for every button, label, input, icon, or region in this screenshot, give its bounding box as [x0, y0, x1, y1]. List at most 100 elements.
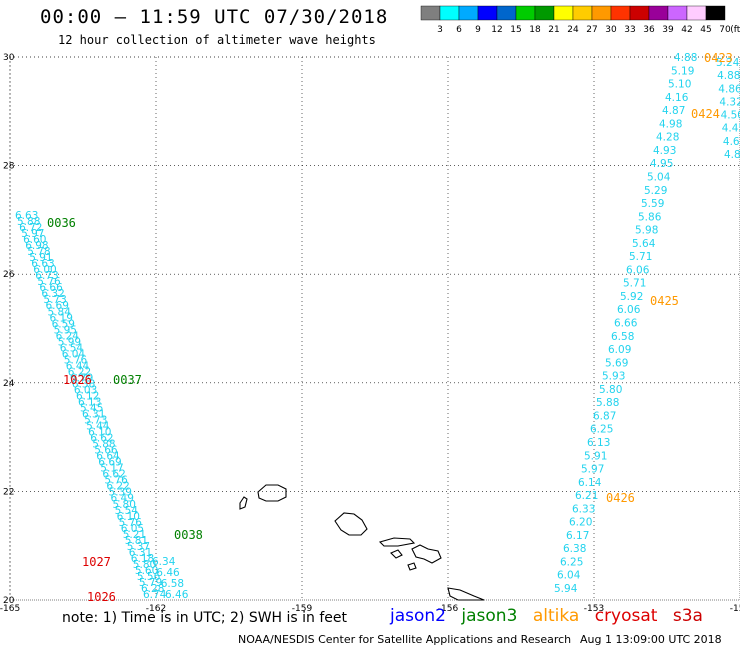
swh-value: 5.45: [80, 403, 103, 415]
swh-value: 5.80: [133, 559, 156, 571]
lon-tick-label: -150: [730, 604, 740, 614]
swh-value: 6.10: [117, 511, 140, 523]
swh-value: 6.46: [156, 567, 180, 579]
swh-value: 6.00: [33, 264, 56, 276]
swh-value: 5.39: [109, 487, 132, 499]
pass-time-label: 0424: [691, 107, 720, 121]
swh-value: 5.94: [554, 583, 578, 595]
lat-tick-label: 22: [3, 487, 14, 497]
pass-time-labels: 0036 1026 0037 0038 1027 1026 0423 0424 0425 0426: [47, 51, 733, 604]
swh-value: 6.60: [23, 234, 46, 246]
swh-value: 6.74: [143, 589, 167, 601]
swh-value: 6.69: [46, 300, 69, 312]
swh-value: 5.59: [641, 198, 664, 210]
pass-time-label: 0426: [606, 491, 635, 505]
swh-value: 5.76: [37, 276, 61, 288]
swh-value: 5.04: [647, 172, 671, 184]
legend-cryosat: cryosat: [594, 606, 658, 626]
swh-value: 6.18: [131, 553, 154, 565]
swh-value: 6.25: [560, 557, 583, 569]
swh-value: 5.66: [94, 445, 118, 457]
swh-value: 6.05: [121, 523, 144, 535]
swh-value: 6.04: [557, 570, 581, 582]
pass-time-label: 0425: [650, 294, 679, 308]
swh-value: 6.73: [35, 270, 58, 282]
generation-timestamp: Aug 1 13:09:00 UTC 2018: [580, 633, 722, 646]
lon-tick-label: -165: [0, 604, 20, 614]
colorbar-swatch: [439, 5, 460, 21]
lon-tick-label: -153: [584, 604, 604, 614]
swh-value: 5.92: [620, 291, 643, 303]
colorbar-swatch: [629, 5, 650, 21]
swh-value: 6.24: [56, 330, 80, 342]
swh-value: 6.38: [563, 543, 586, 555]
swh-value: 5.37: [127, 541, 150, 553]
swh-value: 5.76: [104, 475, 128, 487]
colorbar-swatch: [648, 5, 669, 21]
swh-value: 4.83: [724, 149, 740, 161]
note-text: note: 1) Time is in UTC; 2) SWH is in fe…: [62, 610, 348, 626]
lat-tick-label: 28: [3, 162, 15, 172]
island-maui: [411, 544, 442, 564]
swh-value: 6.58: [611, 331, 634, 343]
colorbar-swatch: [515, 5, 536, 21]
lat-tick-label: 26: [3, 270, 15, 280]
colorbar-label: 45: [700, 25, 711, 35]
colorbar-swatch: [667, 5, 688, 21]
swh-value: 6.63: [15, 210, 38, 222]
colorbar-swatch: [458, 5, 479, 21]
swh-value: 5.97: [21, 228, 44, 240]
swh-value: 5.84: [48, 306, 72, 318]
swh-value: 5.81: [125, 535, 148, 547]
swh-value: 5.98: [635, 225, 658, 237]
swh-value: 6.31: [129, 547, 152, 559]
colorbar-swatch: [496, 5, 517, 21]
colorbar-label: 36: [643, 25, 655, 35]
colorbar-swatch: [705, 5, 726, 21]
swh-value: 5.60: [135, 565, 158, 577]
swh-value: 6.64: [96, 451, 120, 463]
colorbar-swatch: [591, 5, 612, 21]
swh-value: 5.88: [596, 397, 619, 409]
colorbar-label: 27: [586, 25, 597, 35]
colorbar-label: 9: [475, 25, 481, 35]
swh-value: 6.66: [614, 318, 638, 330]
swh-value: 6.17: [566, 530, 589, 542]
swh-value: 5.80: [113, 499, 136, 511]
colorbar-label: 18: [529, 25, 541, 35]
swh-value: 5.56: [137, 571, 161, 583]
pass-time-label: 0036: [47, 216, 76, 230]
swh-value: 6.72: [19, 222, 42, 234]
swh-value: 6.59: [52, 318, 75, 330]
pass-time-label: 1026: [63, 373, 92, 387]
swh-value: 6.22: [68, 366, 91, 378]
swh-value: 6.87: [593, 410, 616, 422]
swh-value: 6.79: [70, 372, 93, 384]
swh-value: 4.45: [722, 123, 740, 135]
colorbar-swatch: [420, 5, 441, 21]
swh-passes: 6.635.886.725.976.606.985.785.916.636.00…: [15, 52, 740, 601]
swh-value: 4.86: [718, 83, 740, 95]
swh-value: 6.06: [626, 264, 650, 276]
swh-value: 4.50: [721, 110, 740, 122]
swh-value: 6.62: [90, 433, 113, 445]
colorbar-label: 6: [456, 25, 462, 35]
island-lanai: [390, 549, 403, 559]
colorbar-swatch: [686, 5, 707, 21]
swh-value: 5.24: [716, 57, 740, 69]
swh-value: 6.14: [578, 477, 602, 489]
swh-value: 5.69: [605, 357, 628, 369]
pass-time-label: 0038: [174, 528, 203, 542]
swh-value: 6.44: [66, 360, 90, 372]
swh-value: 5.54: [115, 505, 139, 517]
swh-value: 5.76: [119, 517, 143, 529]
map-title: 00:00 – 11:59 UTC 07/30/2018: [40, 6, 389, 28]
lat-tick-label: 24: [3, 379, 15, 389]
colorbar-swatch: [553, 5, 574, 21]
swh-value: 6.54: [60, 342, 84, 354]
legend-s3a: s3a: [672, 606, 703, 626]
swh-value: 6.19: [50, 312, 73, 324]
swh-value: 5.88: [92, 439, 115, 451]
